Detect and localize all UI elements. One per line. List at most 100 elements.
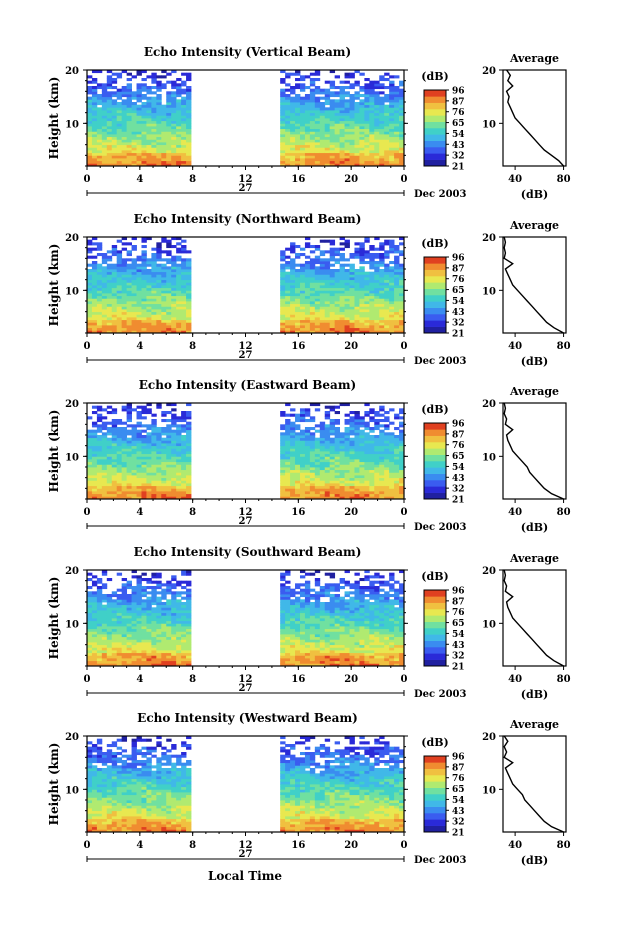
heatmap-cell xyxy=(156,429,162,433)
heatmap-cell xyxy=(106,475,113,479)
heatmap-cell xyxy=(131,615,137,619)
heatmap-cell xyxy=(176,263,182,267)
heatmap-cell xyxy=(374,269,380,273)
heatmap-cell xyxy=(374,448,380,452)
heatmap-cell xyxy=(314,290,321,294)
heatmap-cell xyxy=(131,440,137,444)
heatmap-cell xyxy=(389,488,395,492)
heatmap-cell xyxy=(384,86,390,90)
heatmap-cell xyxy=(136,453,142,457)
heatmap-cell xyxy=(171,325,177,329)
heatmap-cell xyxy=(106,290,113,294)
heatmap-cell xyxy=(280,277,286,281)
heatmap-cell xyxy=(161,136,167,140)
heatmap-cell xyxy=(334,86,341,90)
heatmap-cell xyxy=(156,485,162,489)
heatmap-cell xyxy=(379,271,385,275)
heatmap-cell xyxy=(151,123,157,127)
heatmap-cell xyxy=(295,128,301,132)
heatmap-cell xyxy=(121,258,128,262)
heatmap-cell xyxy=(295,325,301,329)
heatmap-cell xyxy=(374,150,380,154)
heatmap-cell xyxy=(126,142,132,146)
heatmap-cell xyxy=(87,655,93,659)
heatmap-cell xyxy=(399,144,405,148)
heatmap-cell xyxy=(171,491,177,495)
heatmap-cell xyxy=(344,496,350,500)
heatmap-cell xyxy=(384,419,390,423)
heatmap-cell xyxy=(324,160,331,164)
heatmap-cell xyxy=(285,96,291,100)
heatmap-cell xyxy=(364,493,370,497)
heatmap-cell xyxy=(364,271,370,275)
heatmap-cell xyxy=(384,142,390,146)
heatmap-cell xyxy=(295,78,301,82)
heatmap-cell xyxy=(299,131,306,135)
heatmap-cell xyxy=(389,319,395,323)
heatmap-cell xyxy=(344,464,350,468)
heatmap-cell xyxy=(96,247,103,251)
heatmap-cell xyxy=(166,464,172,468)
heatmap-cell xyxy=(374,464,380,468)
heatmap-cell xyxy=(166,298,172,302)
heatmap-cell xyxy=(91,102,98,106)
heatmap-cell xyxy=(354,269,360,273)
heatmap-cell xyxy=(166,131,172,135)
heatmap-cell xyxy=(339,269,345,273)
heatmap-cell xyxy=(314,134,321,138)
heatmap-cell xyxy=(304,488,311,492)
heatmap-cell xyxy=(295,115,301,119)
heatmap-cell xyxy=(314,287,321,291)
heatmap-cell xyxy=(136,620,142,624)
heatmap-cell xyxy=(156,139,162,143)
heatmap-cell xyxy=(319,88,326,92)
heatmap-cell xyxy=(166,266,172,270)
heatmap-cell xyxy=(369,255,375,259)
heatmap-cell xyxy=(141,588,147,592)
heatmap-cell xyxy=(389,144,395,148)
heatmap-cell xyxy=(121,469,128,473)
heatmap-cell xyxy=(280,480,286,484)
heatmap-cell xyxy=(96,253,103,257)
heatmap-cell xyxy=(126,650,132,654)
heatmap-cell xyxy=(136,290,142,294)
heatmap-cell xyxy=(299,102,306,106)
heatmap-cell xyxy=(106,112,113,116)
heatmap-cell xyxy=(121,306,128,310)
heatmap-cell xyxy=(126,663,132,667)
heatmap-cell xyxy=(299,118,306,122)
heatmap-cell xyxy=(146,128,152,132)
heatmap-cell xyxy=(171,480,177,484)
heatmap-cell xyxy=(161,432,167,436)
heatmap-cell xyxy=(389,118,395,122)
heatmap-cell xyxy=(359,416,365,420)
colorbar-tick-label: 43 xyxy=(452,308,465,318)
x-tick-label: 16 xyxy=(291,507,305,518)
heatmap-cell xyxy=(309,496,316,500)
heatmap-cell xyxy=(369,104,375,108)
heatmap-cell xyxy=(91,610,98,614)
heatmap-cell xyxy=(101,628,108,632)
heatmap-cell xyxy=(106,660,113,664)
heatmap-cell xyxy=(309,403,316,407)
heatmap-cell xyxy=(181,72,187,76)
heatmap-cell xyxy=(280,445,286,449)
heatmap-cell xyxy=(369,491,375,495)
heatmap-cell xyxy=(304,472,311,476)
month-label: Dec 2003 xyxy=(414,522,466,533)
heatmap-cell xyxy=(111,303,118,307)
heatmap-cell xyxy=(101,266,108,270)
heatmap-cell xyxy=(389,421,395,425)
heatmap-cell xyxy=(319,327,326,331)
heatmap-cell xyxy=(181,142,187,146)
heatmap-cell xyxy=(364,314,370,318)
heatmap-cell xyxy=(359,88,365,92)
heatmap-cell xyxy=(319,435,326,439)
heatmap-cell xyxy=(166,432,172,436)
heatmap-cell xyxy=(359,453,365,457)
heatmap-cell xyxy=(181,83,187,87)
heatmap-cell xyxy=(171,493,177,497)
heatmap-cell xyxy=(299,464,306,468)
heatmap-cell xyxy=(186,126,192,130)
heatmap-cell xyxy=(349,285,355,289)
